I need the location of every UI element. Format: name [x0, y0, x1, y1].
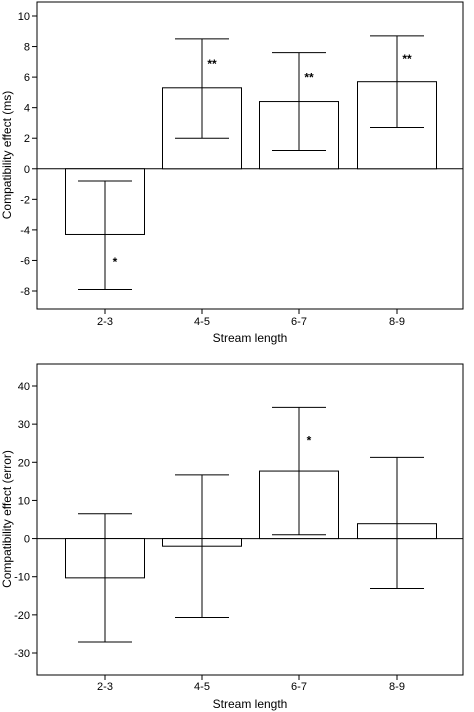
- chart-panel-ms: Compatibility effect (ms) Stream length …: [0, 1, 464, 345]
- x-axis-title: Stream length: [213, 697, 288, 711]
- y-tick-label: 10: [18, 11, 30, 23]
- significance-marker-8-9: **: [402, 52, 412, 66]
- y-axis-title: Compatibility effect (error): [0, 450, 14, 588]
- x-tick-label-8-9: 8-9: [389, 316, 405, 328]
- y-tick-label: 0: [24, 534, 30, 546]
- significance-marker-6-7: *: [307, 433, 312, 447]
- y-axis-title: Compatibility effect (ms): [0, 91, 14, 219]
- y-tick-label: 4: [24, 103, 30, 115]
- y-tick-label: -2: [20, 194, 30, 206]
- y-tick-label: 0: [24, 164, 30, 176]
- y-tick-label: -6: [20, 255, 30, 267]
- y-tick-label: -30: [14, 648, 30, 660]
- y-tick-label: 2: [24, 133, 30, 145]
- chart-panel-error: Compatibility effect (error) Stream leng…: [0, 363, 464, 711]
- y-tick-label: -8: [20, 286, 30, 298]
- y-tick-label: 20: [18, 457, 30, 469]
- plot-frame: [36, 1, 464, 310]
- significance-marker-4-5: **: [207, 57, 217, 71]
- plot-frame: [36, 363, 464, 676]
- y-tick-label: -10: [14, 572, 30, 584]
- x-tick-label-2-3: 2-3: [97, 316, 113, 328]
- x-tick-label-4-5: 4-5: [194, 681, 210, 693]
- x-tick-label-4-5: 4-5: [194, 316, 210, 328]
- y-tick-label: 40: [18, 381, 30, 393]
- significance-marker-6-7: **: [304, 71, 314, 85]
- x-axis-title: Stream length: [213, 331, 288, 345]
- y-tick-label: 30: [18, 419, 30, 431]
- y-tick-label: 8: [24, 42, 30, 54]
- x-tick-label-6-7: 6-7: [291, 316, 307, 328]
- x-tick-label-2-3: 2-3: [97, 681, 113, 693]
- x-tick-label-8-9: 8-9: [389, 681, 405, 693]
- significance-marker-2-3: *: [113, 255, 118, 269]
- y-tick-label: 10: [18, 495, 30, 507]
- y-tick-label: -4: [20, 225, 30, 237]
- x-tick-label-6-7: 6-7: [291, 681, 307, 693]
- y-tick-label: 6: [24, 72, 30, 84]
- y-tick-label: -20: [14, 610, 30, 622]
